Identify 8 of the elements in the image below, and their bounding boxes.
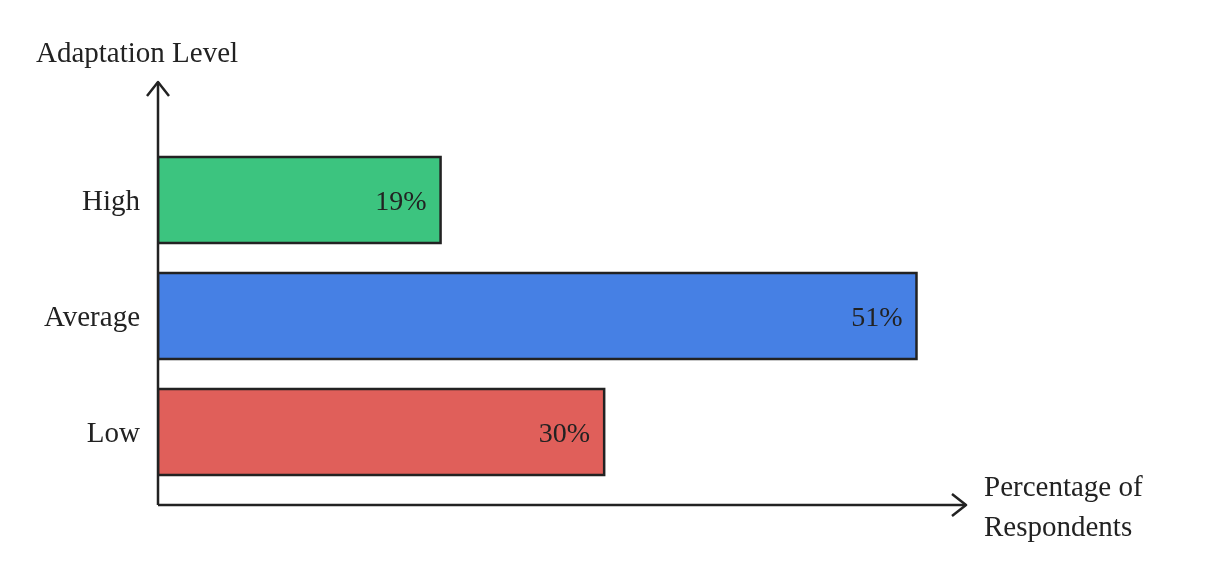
data-label: 30% — [538, 416, 591, 448]
y-axis-title: Adaptation Level — [36, 36, 239, 68]
x-axis-title: Percentage of Respondents — [984, 470, 1143, 542]
y-tick-label: Average — [43, 300, 140, 333]
y-tick-label: High — [82, 184, 141, 217]
data-label: 19% — [375, 184, 427, 216]
data-label: 51% — [851, 300, 903, 332]
y-tick-label: Low — [86, 416, 141, 449]
